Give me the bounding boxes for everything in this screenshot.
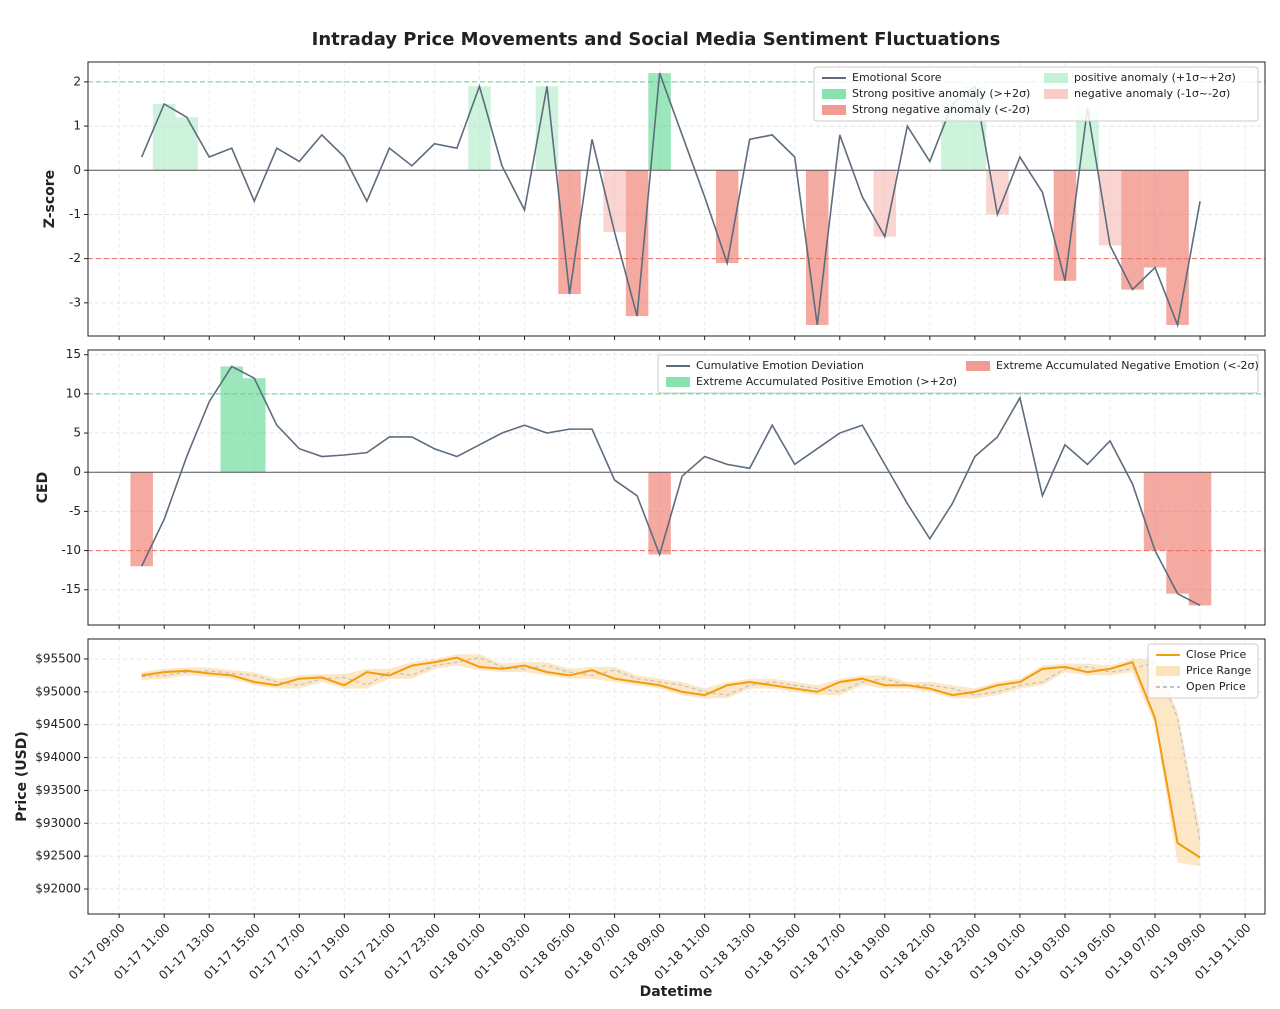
y-tick-label: 2: [73, 74, 81, 88]
y-tick-label: -15: [61, 582, 81, 596]
legend: [1147, 643, 1259, 699]
legend-label: Extreme Accumulated Positive Emotion (>+…: [696, 375, 957, 388]
x-axis-label: Datetime: [640, 984, 713, 1000]
legend-label: Extreme Accumulated Negative Emotion (<-…: [996, 359, 1259, 372]
y-tick-label: -5: [69, 504, 81, 518]
anomaly-shade: [558, 170, 581, 295]
anomaly-shade: [625, 170, 649, 317]
y-tick-label: $93000: [35, 816, 81, 830]
figure-title: Intraday Price Movements and Social Medi…: [312, 29, 1001, 50]
y-tick-label: -2: [69, 251, 81, 265]
anomaly-shade: [1053, 170, 1077, 281]
legend-label: Cumulative Emotion Deviation: [696, 359, 864, 372]
y-tick-label: 5: [73, 426, 81, 440]
anomaly-shade: [648, 472, 671, 555]
legend-swatch: [1156, 666, 1180, 676]
legend-label: Price Range: [1186, 664, 1251, 677]
legend-swatch: [822, 89, 846, 99]
anomaly-shade: [1121, 170, 1144, 290]
legend-label: Strong positive anomaly (>+2σ): [852, 87, 1030, 100]
close-line: [141, 656, 1201, 859]
y-tick-label: $95500: [35, 651, 81, 665]
y-tick-label: $92000: [35, 882, 81, 896]
y-tick-label: -1: [69, 207, 81, 221]
open-line: [141, 657, 1201, 844]
anomaly-shade: [648, 73, 671, 171]
y-axis-label: Price (USD): [14, 731, 30, 822]
anomaly-shade: [468, 86, 491, 171]
anomaly-shade: [175, 117, 198, 171]
legend-swatch: [1044, 89, 1068, 99]
y-tick-label: -3: [69, 295, 81, 309]
anomaly-shade: [130, 472, 153, 567]
price-range: [141, 654, 1201, 867]
y-tick-label: 1: [73, 119, 81, 133]
anomaly-shade: [873, 170, 897, 237]
legend-label: Emotional Score: [852, 71, 942, 84]
y-tick-label: $94000: [35, 750, 81, 764]
anomaly-shade: [1166, 170, 1189, 325]
y-tick-label: $94500: [35, 717, 81, 731]
anomaly-shade: [805, 170, 829, 325]
line: [140, 72, 1201, 328]
y-tick-label: 15: [66, 347, 81, 361]
anomaly-shade: [715, 170, 739, 264]
anomaly-shade: [1098, 170, 1122, 246]
legend-label: Open Price: [1186, 680, 1246, 693]
y-tick-label: 0: [73, 163, 81, 177]
anomaly-shade: [243, 378, 266, 473]
anomaly-shade: [152, 103, 176, 171]
legend-swatch: [666, 377, 690, 387]
anomaly-shade: [1143, 472, 1167, 551]
legend-swatch: [966, 361, 990, 371]
legend-label: negative anomaly (-1σ~-2σ): [1074, 87, 1230, 100]
legend-swatch: [1044, 73, 1068, 83]
legend: [813, 66, 1259, 122]
y-tick-label: $95000: [35, 684, 81, 698]
anomaly-shade: [1188, 472, 1212, 606]
plot-area: [88, 350, 1265, 625]
y-tick-label: 0: [73, 465, 81, 479]
anomaly-shade: [603, 170, 626, 233]
anomaly-shade: [1166, 472, 1189, 594]
plot-frame: [87, 61, 1266, 337]
legend-label: positive anomaly (+1σ~+2σ): [1074, 71, 1236, 84]
legend: [657, 354, 1259, 394]
y-tick-label: -10: [61, 543, 81, 557]
y-tick-label: $92500: [35, 849, 81, 863]
y-tick-label: 10: [66, 386, 81, 400]
y-tick-label: $93500: [35, 783, 81, 797]
y-axis-label: CED: [35, 472, 51, 503]
plot-frame: [87, 349, 1266, 626]
legend-label: Strong negative anomaly (<-2σ): [852, 103, 1030, 116]
legend-label: Close Price: [1186, 648, 1247, 661]
plot-frame: [87, 638, 1266, 915]
anomaly-shade: [220, 366, 244, 473]
anomaly-shade: [1143, 170, 1167, 268]
anomaly-shade: [535, 86, 559, 171]
line: [140, 365, 1201, 607]
legend-swatch: [822, 105, 846, 115]
y-axis-label: Z-score: [42, 170, 58, 228]
